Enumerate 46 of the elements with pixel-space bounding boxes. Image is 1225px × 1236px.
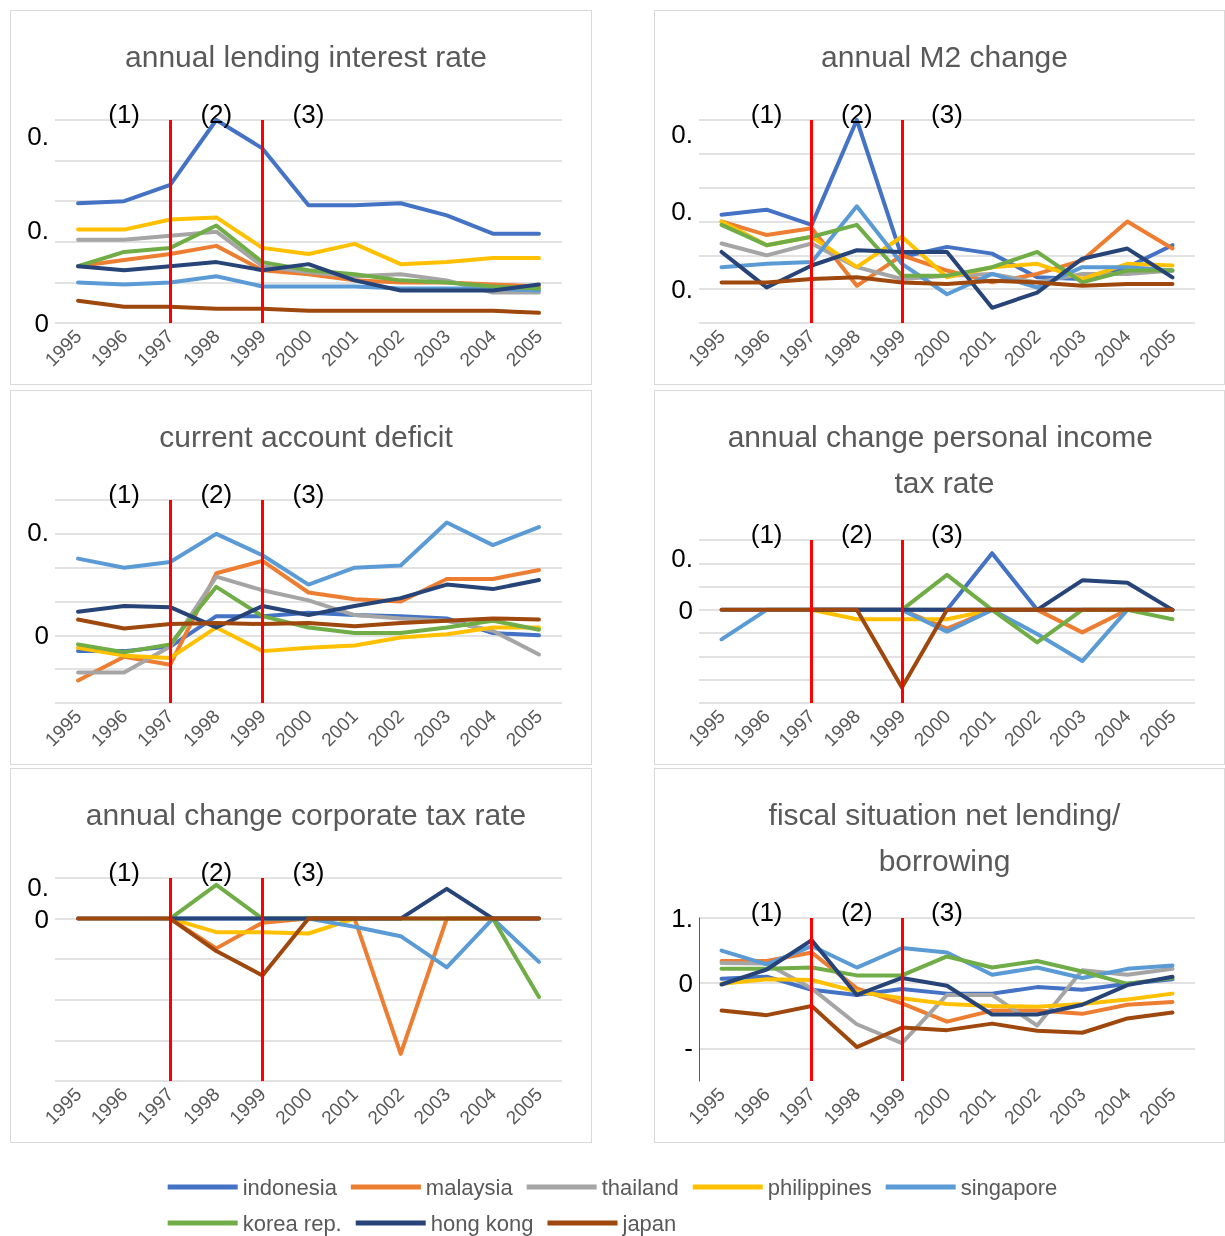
annotation: (3) <box>931 897 963 927</box>
y-tick-label: 0 <box>678 968 693 999</box>
legend-label: philippines <box>767 1174 872 1200</box>
text: 0 <box>34 308 49 338</box>
text: (3) <box>292 479 325 509</box>
text: 0. <box>27 516 49 547</box>
text: 0. <box>671 274 693 305</box>
annotation: (2) <box>200 99 233 129</box>
text: 0. <box>671 118 693 149</box>
text: 0 <box>34 620 49 651</box>
text: 0. <box>27 872 49 903</box>
annotation: (1) <box>750 99 783 129</box>
legend-label: thailand <box>601 1174 679 1200</box>
text: (1) <box>750 519 783 549</box>
text: (1) <box>108 479 141 509</box>
text: 0. <box>671 542 693 573</box>
text: 0. <box>27 214 49 245</box>
annotation: (1) <box>750 897 783 927</box>
text: (2) <box>840 519 873 549</box>
legend-label: hong kong <box>430 1210 534 1236</box>
legend-label: singapore <box>960 1174 1058 1200</box>
chart-title: current account deficit <box>159 419 454 453</box>
chart-title: annual M2 change <box>821 39 1068 73</box>
text: 0. <box>671 196 693 227</box>
annotation: (3) <box>931 99 963 129</box>
legend-label: indonesia <box>242 1174 338 1200</box>
chart-title: annual change personal income tax rate <box>727 419 1162 499</box>
text: (2) <box>200 479 233 509</box>
annotation: (3) <box>292 99 325 129</box>
legend-label: korea rep. <box>242 1210 342 1236</box>
legend-label: japan <box>621 1210 677 1236</box>
text: (3) <box>931 519 963 549</box>
chart-title: annual change corporate tax rate <box>85 797 527 831</box>
annotation: (3) <box>292 857 325 887</box>
chart-title: annual lending interest rate <box>125 39 487 73</box>
text: 0 <box>34 903 49 934</box>
text: 0. <box>27 121 49 152</box>
annotation: (2) <box>840 99 873 129</box>
annotation: (1) <box>108 857 141 887</box>
annotation: (2) <box>840 897 873 927</box>
legend-label: malaysia <box>425 1174 514 1200</box>
y-tick-label: 1. <box>671 903 693 933</box>
annotation: (2) <box>200 857 233 887</box>
chart-title: fiscal situation net lending/borrowing <box>768 797 1122 877</box>
y-tick-label: - <box>684 1033 693 1064</box>
annotation: (1) <box>108 99 141 129</box>
